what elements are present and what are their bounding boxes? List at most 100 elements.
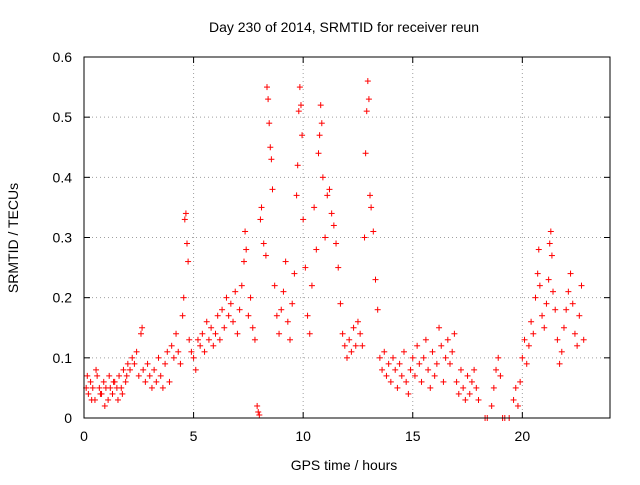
data-point-164 bbox=[381, 348, 388, 355]
data-point-227 bbox=[530, 330, 537, 337]
data-point-71 bbox=[208, 324, 215, 331]
data-point-159 bbox=[370, 228, 377, 235]
data-point-223 bbox=[521, 336, 528, 343]
data-point-3 bbox=[89, 384, 96, 391]
y-tick-label-1: 0.1 bbox=[53, 350, 73, 366]
data-point-245 bbox=[563, 306, 570, 313]
data-point-46 bbox=[159, 384, 166, 391]
data-point-56 bbox=[180, 294, 187, 301]
data-point-183 bbox=[422, 336, 429, 343]
data-point-16 bbox=[118, 384, 125, 391]
data-point-101 bbox=[265, 96, 272, 103]
data-point-118 bbox=[295, 108, 302, 115]
data-point-132 bbox=[318, 120, 325, 127]
data-point-235 bbox=[545, 276, 552, 283]
data-point-18 bbox=[122, 378, 129, 385]
data-point-59 bbox=[184, 240, 191, 247]
data-point-69 bbox=[203, 318, 210, 325]
data-point-79 bbox=[225, 312, 232, 319]
data-point-146 bbox=[348, 348, 355, 355]
data-point-117 bbox=[294, 162, 301, 169]
data-point-167 bbox=[387, 378, 394, 385]
x-tick-label-3: 15 bbox=[405, 428, 421, 444]
data-point-198 bbox=[455, 390, 462, 397]
data-point-241 bbox=[554, 336, 561, 343]
data-point-26 bbox=[110, 378, 117, 385]
data-point-64 bbox=[192, 366, 199, 373]
data-point-78 bbox=[223, 294, 230, 301]
data-point-233 bbox=[541, 324, 548, 331]
data-point-62 bbox=[188, 348, 195, 355]
data-point-202 bbox=[464, 372, 471, 379]
data-point-70 bbox=[205, 336, 212, 343]
data-point-211 bbox=[490, 384, 497, 391]
data-point-95 bbox=[256, 411, 263, 418]
data-point-130 bbox=[316, 132, 323, 139]
data-point-178 bbox=[411, 372, 418, 379]
data-point-88 bbox=[243, 246, 250, 253]
data-point-204 bbox=[468, 378, 475, 385]
data-point-139 bbox=[333, 240, 340, 247]
data-point-40 bbox=[146, 372, 153, 379]
data-point-224 bbox=[523, 360, 530, 367]
data-point-166 bbox=[385, 360, 392, 367]
data-point-236 bbox=[546, 240, 553, 247]
data-point-151 bbox=[359, 342, 366, 349]
data-point-111 bbox=[282, 258, 289, 265]
data-point-57 bbox=[181, 216, 188, 223]
data-point-253 bbox=[580, 336, 587, 343]
data-point-31 bbox=[129, 354, 136, 361]
data-point-172 bbox=[398, 372, 405, 379]
data-point-229 bbox=[534, 270, 541, 277]
data-point-100 bbox=[264, 84, 271, 91]
data-point-124 bbox=[304, 312, 311, 319]
data-point-242 bbox=[556, 360, 563, 367]
data-point-246 bbox=[565, 288, 572, 295]
data-point-67 bbox=[199, 330, 206, 337]
data-point-104 bbox=[268, 156, 275, 163]
data-point-81 bbox=[230, 318, 237, 325]
data-point-142 bbox=[339, 330, 346, 337]
data-point-99 bbox=[262, 252, 269, 259]
data-point-210 bbox=[488, 402, 495, 409]
data-point-84 bbox=[236, 306, 243, 313]
data-point-240 bbox=[552, 306, 559, 313]
data-point-22 bbox=[93, 366, 100, 373]
data-point-214 bbox=[497, 372, 504, 379]
data-point-221 bbox=[517, 378, 524, 385]
data-point-27 bbox=[114, 396, 121, 403]
data-point-231 bbox=[536, 282, 543, 289]
data-point-161 bbox=[374, 306, 381, 313]
data-point-219 bbox=[512, 384, 519, 391]
data-point-58 bbox=[182, 210, 189, 217]
data-point-8 bbox=[100, 378, 107, 385]
data-point-226 bbox=[528, 318, 535, 325]
y-axis-label: SRMTID / TECUs bbox=[5, 183, 21, 293]
data-point-134 bbox=[322, 234, 329, 241]
data-point-195 bbox=[449, 348, 456, 355]
data-point-33 bbox=[133, 348, 140, 355]
data-point-138 bbox=[330, 222, 337, 229]
data-point-42 bbox=[151, 366, 158, 373]
data-point-153 bbox=[362, 150, 369, 157]
data-point-191 bbox=[440, 378, 447, 385]
data-point-32 bbox=[131, 360, 138, 367]
data-point-89 bbox=[245, 312, 252, 319]
data-point-90 bbox=[247, 294, 254, 301]
data-point-197 bbox=[453, 378, 460, 385]
data-point-119 bbox=[296, 84, 303, 91]
data-point-50 bbox=[168, 342, 175, 349]
data-point-74 bbox=[214, 312, 221, 319]
data-point-188 bbox=[433, 360, 440, 367]
data-point-168 bbox=[390, 354, 397, 361]
data-point-239 bbox=[550, 288, 557, 295]
data-point-37 bbox=[140, 366, 147, 373]
data-point-148 bbox=[352, 342, 359, 349]
data-point-244 bbox=[560, 324, 567, 331]
data-point-10 bbox=[105, 396, 112, 403]
data-point-129 bbox=[315, 150, 322, 157]
data-point-251 bbox=[576, 312, 583, 319]
data-point-102 bbox=[266, 120, 273, 127]
data-point-171 bbox=[396, 360, 403, 367]
data-point-145 bbox=[346, 336, 353, 343]
